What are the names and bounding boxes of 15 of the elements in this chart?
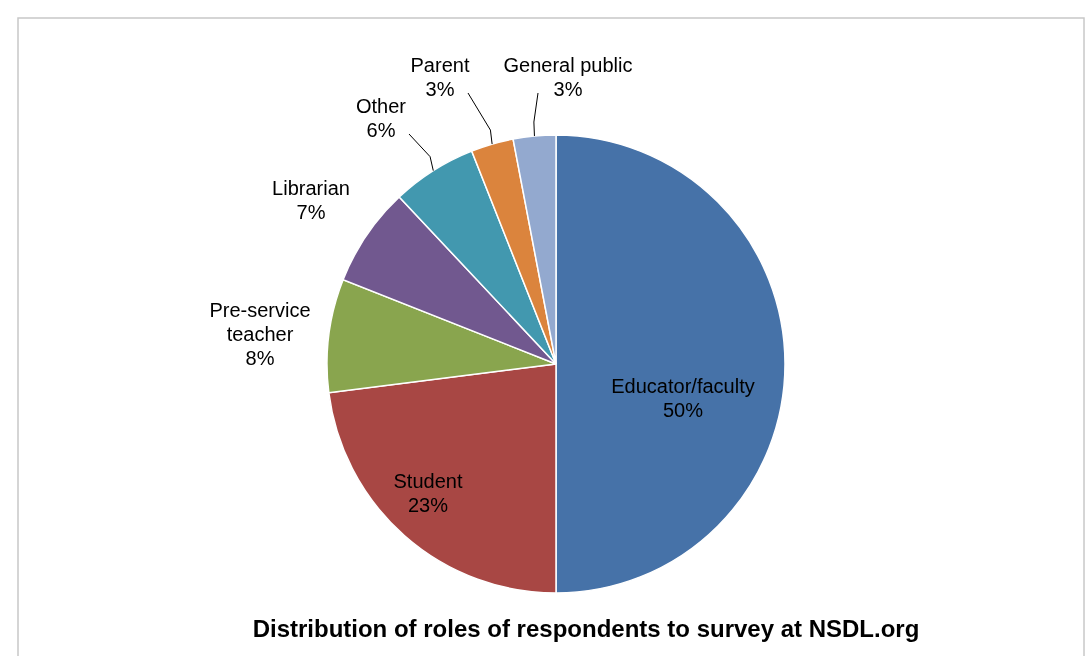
data-label: 3% [425,78,455,100]
data-label: 23% [407,494,449,516]
slice-label: Pre-service teacher [209,299,311,345]
slice-label: Student [393,470,463,492]
data-label: 6% [366,119,396,141]
slice-label: Parent [410,54,470,76]
slice-label: Educator/faculty [611,375,755,397]
slice-label: General public [503,54,633,76]
data-label: 7% [296,201,326,223]
slice-label: Librarian [272,177,350,199]
data-label: 3% [553,78,583,100]
text: Distribution of roles of respondents to survey at NSDL.org [252,615,920,642]
data-label: 50% [662,399,704,421]
slice-label: Other [355,95,407,117]
data-label: 8% [245,347,275,369]
